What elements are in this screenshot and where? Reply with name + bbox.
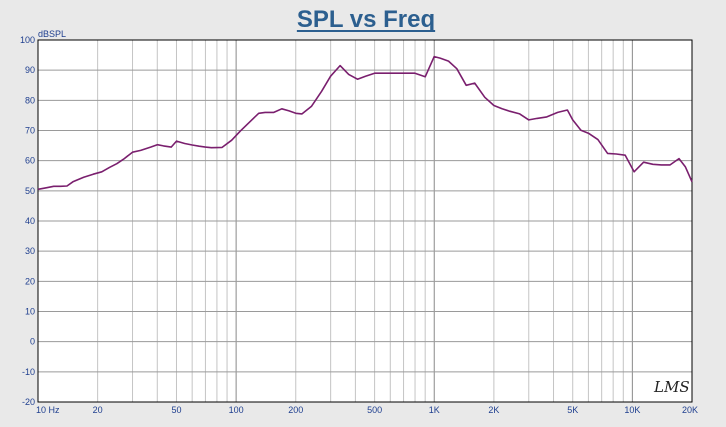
- y-tick-label: 10: [25, 307, 35, 317]
- plot-border: [37, 39, 693, 403]
- x-tick-label: 5K: [567, 405, 578, 415]
- x-tick-label: 200: [288, 405, 303, 415]
- y-tick-label: 80: [25, 95, 35, 105]
- x-tick-label: 20K: [682, 405, 698, 415]
- x-tick-label: 100: [229, 405, 244, 415]
- x-tick-label: 500: [367, 405, 382, 415]
- y-axis-label: dBSPL: [38, 29, 66, 39]
- spl-curve: [37, 55, 693, 191]
- x-tick-label: 50: [171, 405, 181, 415]
- x-tick-label: 20: [93, 405, 103, 415]
- y-tick-label: -10: [22, 367, 35, 377]
- y-tick-label: 100: [20, 35, 35, 45]
- lms-watermark: LMS: [653, 378, 690, 396]
- y-tick-label: 30: [25, 246, 35, 256]
- y-tick-label: 70: [25, 126, 35, 136]
- y-tick-label: 0: [30, 337, 35, 347]
- x-tick-label: 1K: [429, 405, 440, 415]
- x-tick-label: 2K: [488, 405, 499, 415]
- y-tick-label: 90: [25, 65, 35, 75]
- x-tick-label: 10K: [624, 405, 640, 415]
- major-grid: [38, 40, 692, 402]
- series-layer: [37, 55, 693, 191]
- y-tick-label: 50: [25, 186, 35, 196]
- y-tick-label: -20: [22, 397, 35, 407]
- y-tick-label: 20: [25, 276, 35, 286]
- chart-title: SPL vs Freq: [297, 6, 435, 33]
- y-tick-label: 60: [25, 156, 35, 166]
- y-tick-label: 40: [25, 216, 35, 226]
- x-tick-label: 10 Hz: [36, 405, 60, 415]
- x-axis-ticks: 10 Hz 20 50 100 200 500 1K 2K 5K 10K 20K: [36, 405, 698, 415]
